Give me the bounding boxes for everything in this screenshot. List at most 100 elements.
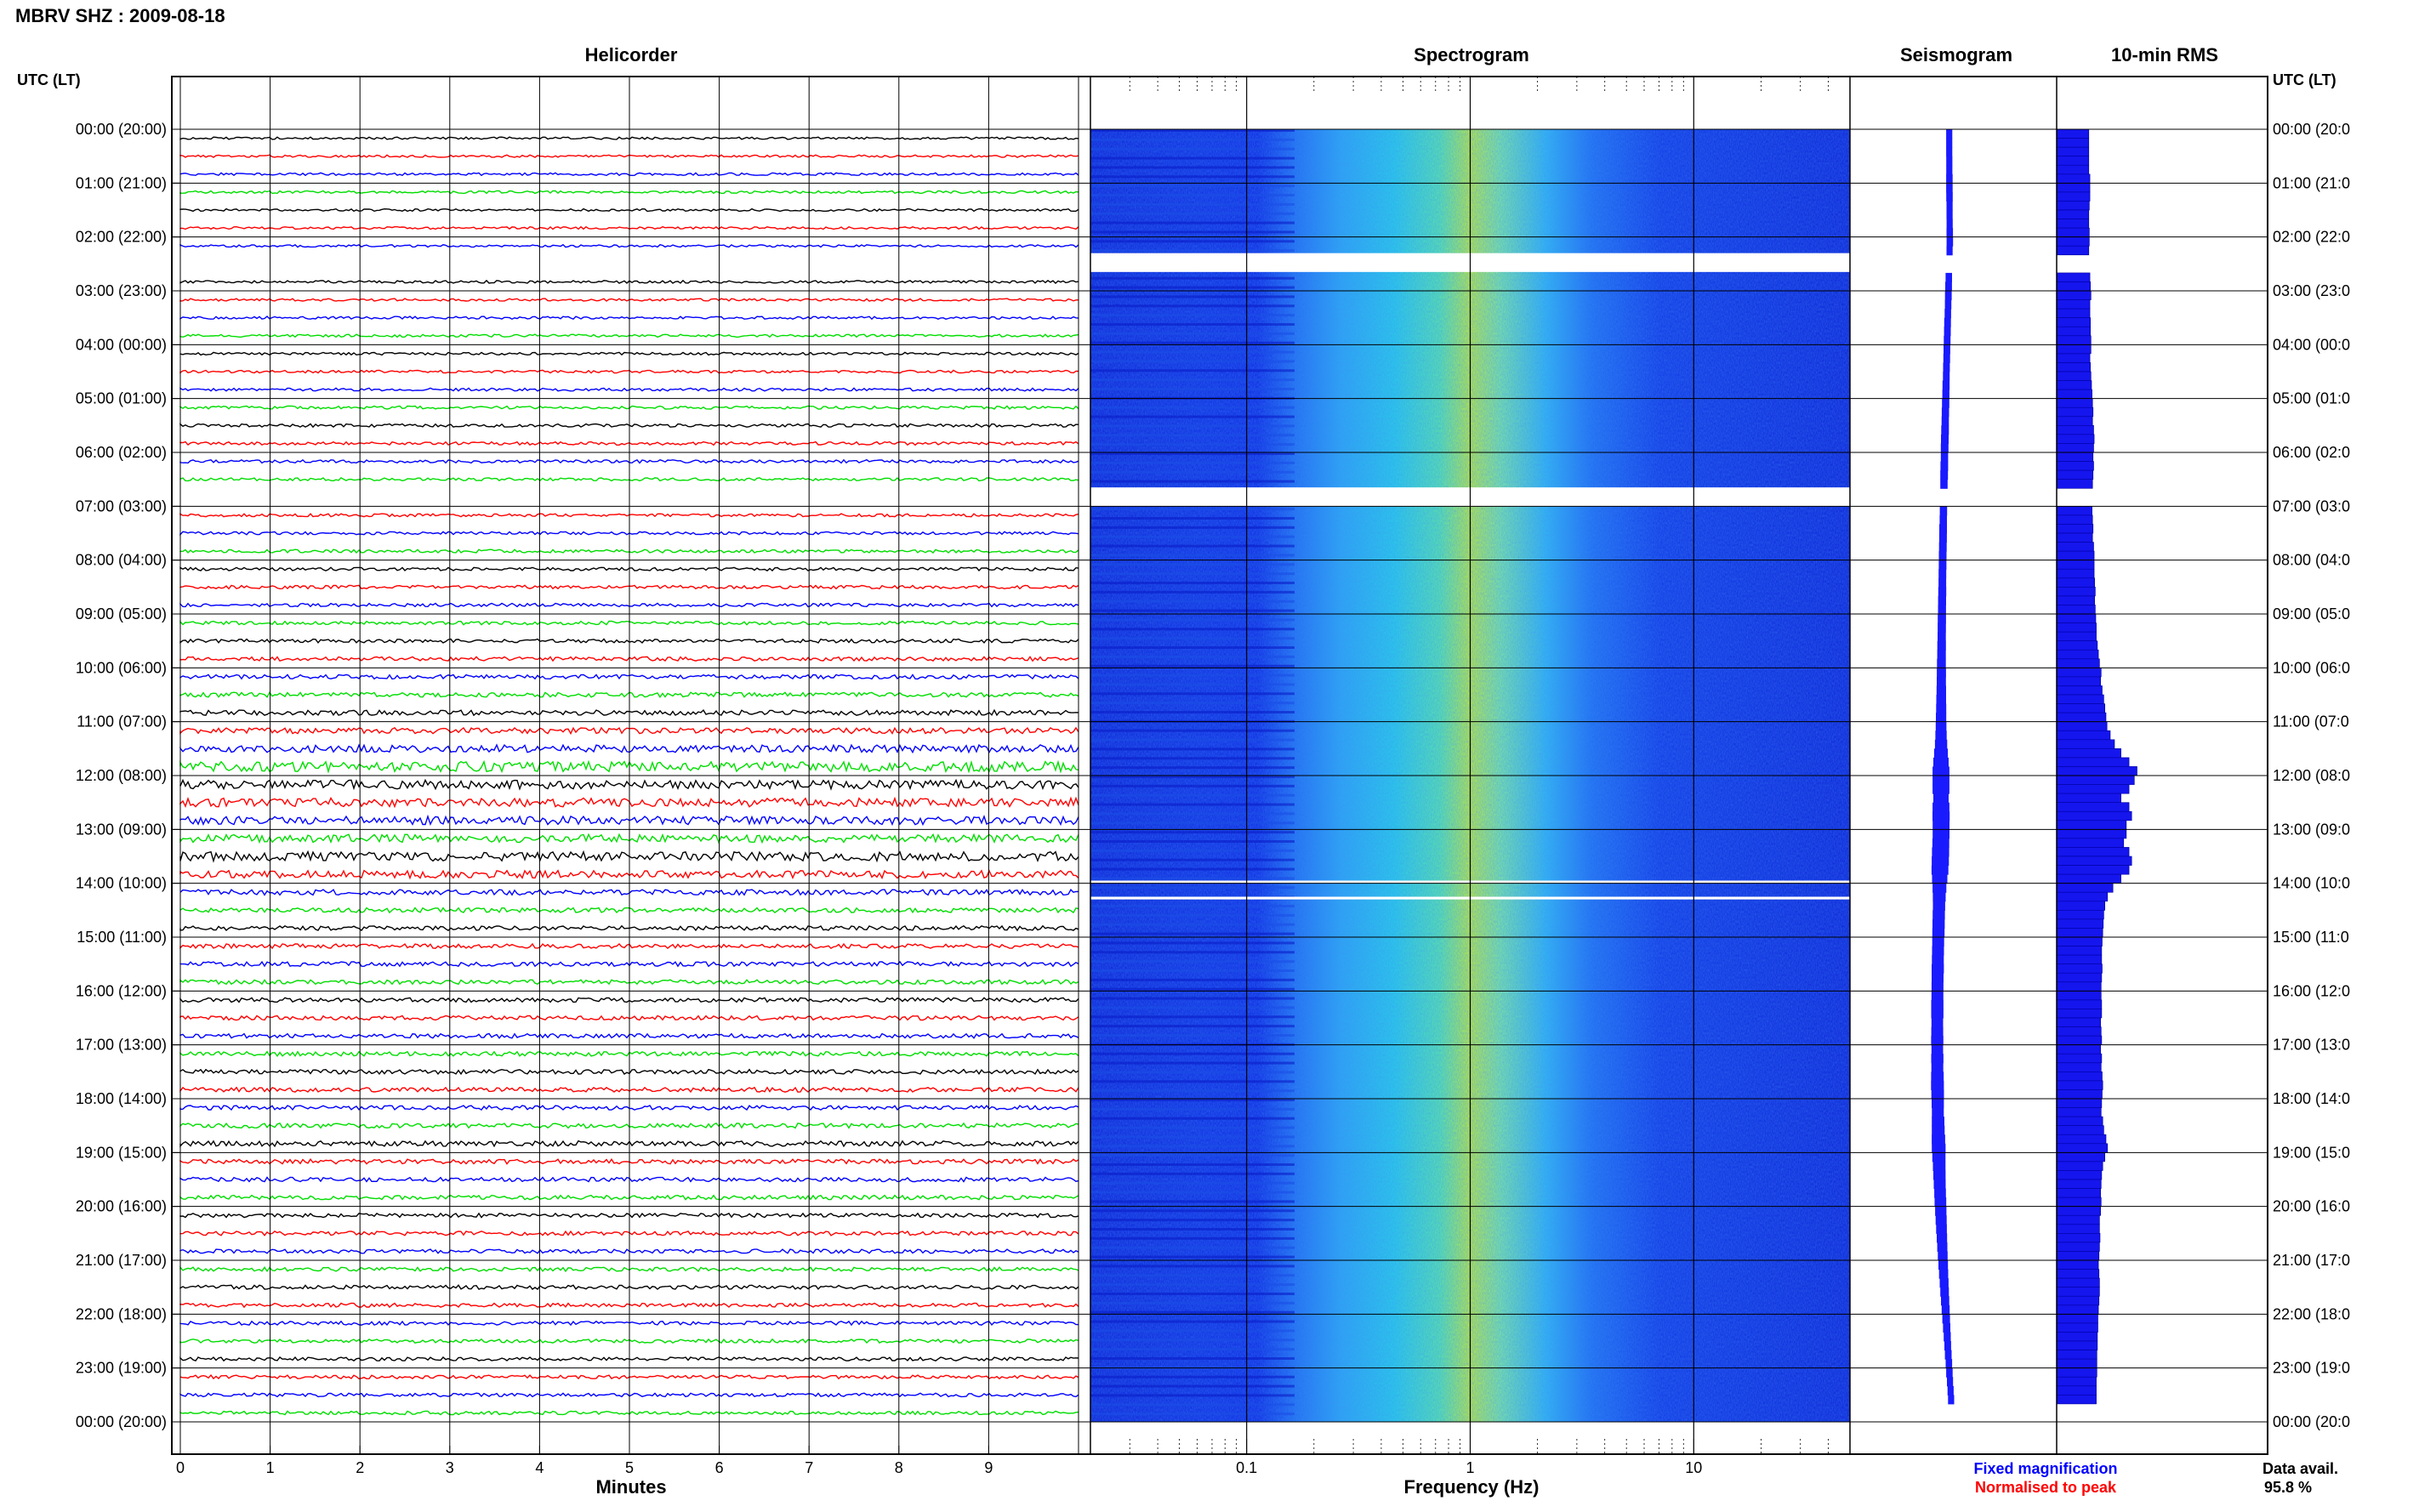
time-tick-label: 01:00 (21:00) (76, 174, 167, 191)
rms-bar (2056, 434, 2095, 444)
seismogram-segment (1938, 632, 1946, 642)
rms-bar (2056, 685, 2103, 696)
seismogram-segment (1938, 577, 1947, 588)
spectrogram-band (1090, 987, 1295, 991)
rms-bar (2056, 128, 2090, 139)
seismogram-segment (1944, 1332, 1951, 1342)
seismogram-segment (1938, 1269, 1949, 1279)
helicorder-trace (179, 387, 1079, 392)
seismogram-segment (1946, 210, 1953, 220)
right-time-tick-label: 17:00 (13:0 (2273, 1037, 2350, 1054)
helicorder-trace (179, 333, 1079, 338)
spectrogram-band (1090, 194, 1295, 196)
spectrogram-band (1090, 637, 1295, 640)
seismogram-segment (1932, 1099, 1944, 1109)
spectrogram-band (1090, 323, 1295, 326)
spectrogram-band (1090, 470, 1295, 474)
minute-tick-label: 7 (805, 1459, 813, 1476)
rms-bar (2056, 1179, 2102, 1189)
rms-bar (2056, 605, 2096, 615)
right-time-tick-label: 06:00 (02:0 (2273, 444, 2350, 461)
rms-bar (2056, 855, 2132, 866)
spectrogram-band (1090, 1172, 1295, 1175)
seismogram-segment (1938, 587, 1947, 597)
seismogram-segment (1944, 1350, 1952, 1360)
spectrogram-band (1090, 905, 1295, 907)
helicorder-trace (179, 405, 1079, 410)
rms-bar (2056, 1107, 2102, 1117)
spectrogram-band (1090, 1375, 1295, 1378)
right-time-tick-label: 15:00 (11:0 (2273, 929, 2349, 946)
seismogram-segment (1944, 291, 1952, 301)
spectrogram-band (1090, 821, 1295, 825)
rms-bar (2056, 810, 2132, 821)
rms-bar (2056, 775, 2135, 785)
seismogram-segment (1939, 514, 1947, 525)
seismogram-segment (1932, 1125, 1945, 1135)
seismogram-segment (1934, 1188, 1946, 1198)
spectrogram-band (1090, 1145, 1295, 1148)
spectrogram-band (1090, 480, 1295, 483)
seismogram-segment (1944, 317, 1951, 327)
rms-bar (2056, 802, 2130, 812)
spectrogram-band (1090, 1413, 1295, 1416)
seismogram-segment (1934, 1197, 1947, 1208)
seismogram-segment (1933, 1170, 1946, 1180)
right-time-tick-label: 07:00 (03:0 (2273, 497, 2350, 514)
data-avail-label: Data avail. (2262, 1460, 2338, 1477)
rms-bar (2056, 1009, 2103, 1019)
helicorder-trace (179, 691, 1079, 698)
seismogram-segment (1936, 1224, 1947, 1234)
minutes-ticks: 0 1 2 3 4 5 6 7 8 9 (176, 1446, 993, 1476)
rms-bar (2056, 1044, 2102, 1054)
spectrogram-band (1090, 1025, 1295, 1028)
helicorder-trace (179, 584, 1079, 590)
spectrogram-band (1090, 831, 1295, 834)
seismogram-segment (1942, 380, 1950, 390)
seismogram-segment (1932, 829, 1949, 839)
right-time-tick-label: 16:00 (12:0 (2273, 982, 2350, 999)
seismogram-segment (1946, 129, 1953, 139)
spectrogram-band (1090, 784, 1295, 787)
rms-bar (2056, 219, 2090, 229)
rms-bar (2056, 1143, 2109, 1153)
seismogram-segment (1931, 999, 1944, 1009)
seismogram-panel (1931, 129, 1955, 1405)
helicorder-trace (179, 1015, 1079, 1021)
seismogram-segment (1931, 1018, 1944, 1028)
helicorder-trace (179, 190, 1079, 195)
spectrogram-band (1090, 1089, 1295, 1093)
spectrogram-band (1090, 434, 1295, 437)
seismogram-segment (1946, 173, 1953, 184)
seismogram-segment (1937, 1242, 1948, 1252)
rms-bar (2056, 963, 2103, 974)
time-tick-label: 02:00 (22:00) (76, 229, 167, 246)
seismogram-segment (1944, 1341, 1951, 1351)
right-time-tick-label: 00:00 (20:0 (2273, 1413, 2350, 1430)
spectrogram-band (1090, 1117, 1295, 1120)
rms-bar (2056, 1197, 2102, 1207)
helicorder-trace (179, 531, 1079, 537)
spectrogram-band (1090, 1219, 1295, 1222)
seismogram-segment (1933, 1179, 1946, 1190)
helicorder-trace (179, 743, 1079, 754)
seismogram-segment (1932, 811, 1950, 821)
rms-bar (2056, 793, 2121, 803)
seismogram-segment (1932, 776, 1949, 786)
seismogram-segment (1932, 1143, 1946, 1153)
seismogram-segment (1945, 272, 1952, 282)
seismogram-segment (1944, 309, 1951, 319)
seismogram-segment (1948, 1395, 1955, 1405)
rms-bar (2056, 389, 2092, 400)
spectrogram-band (1090, 997, 1295, 1000)
rms-bar (2056, 667, 2102, 678)
seismogram-segment (1931, 1080, 1944, 1090)
spectrogram-band (1090, 1135, 1295, 1139)
seismogram-segment (1941, 425, 1949, 435)
spectrogram-band (1090, 867, 1295, 871)
rms-bar (2056, 560, 2095, 570)
rms-bar (2056, 1152, 2106, 1162)
right-time-tick-label: 08:00 (04:0 (2273, 552, 2350, 569)
helicorder-trace (179, 1302, 1079, 1309)
